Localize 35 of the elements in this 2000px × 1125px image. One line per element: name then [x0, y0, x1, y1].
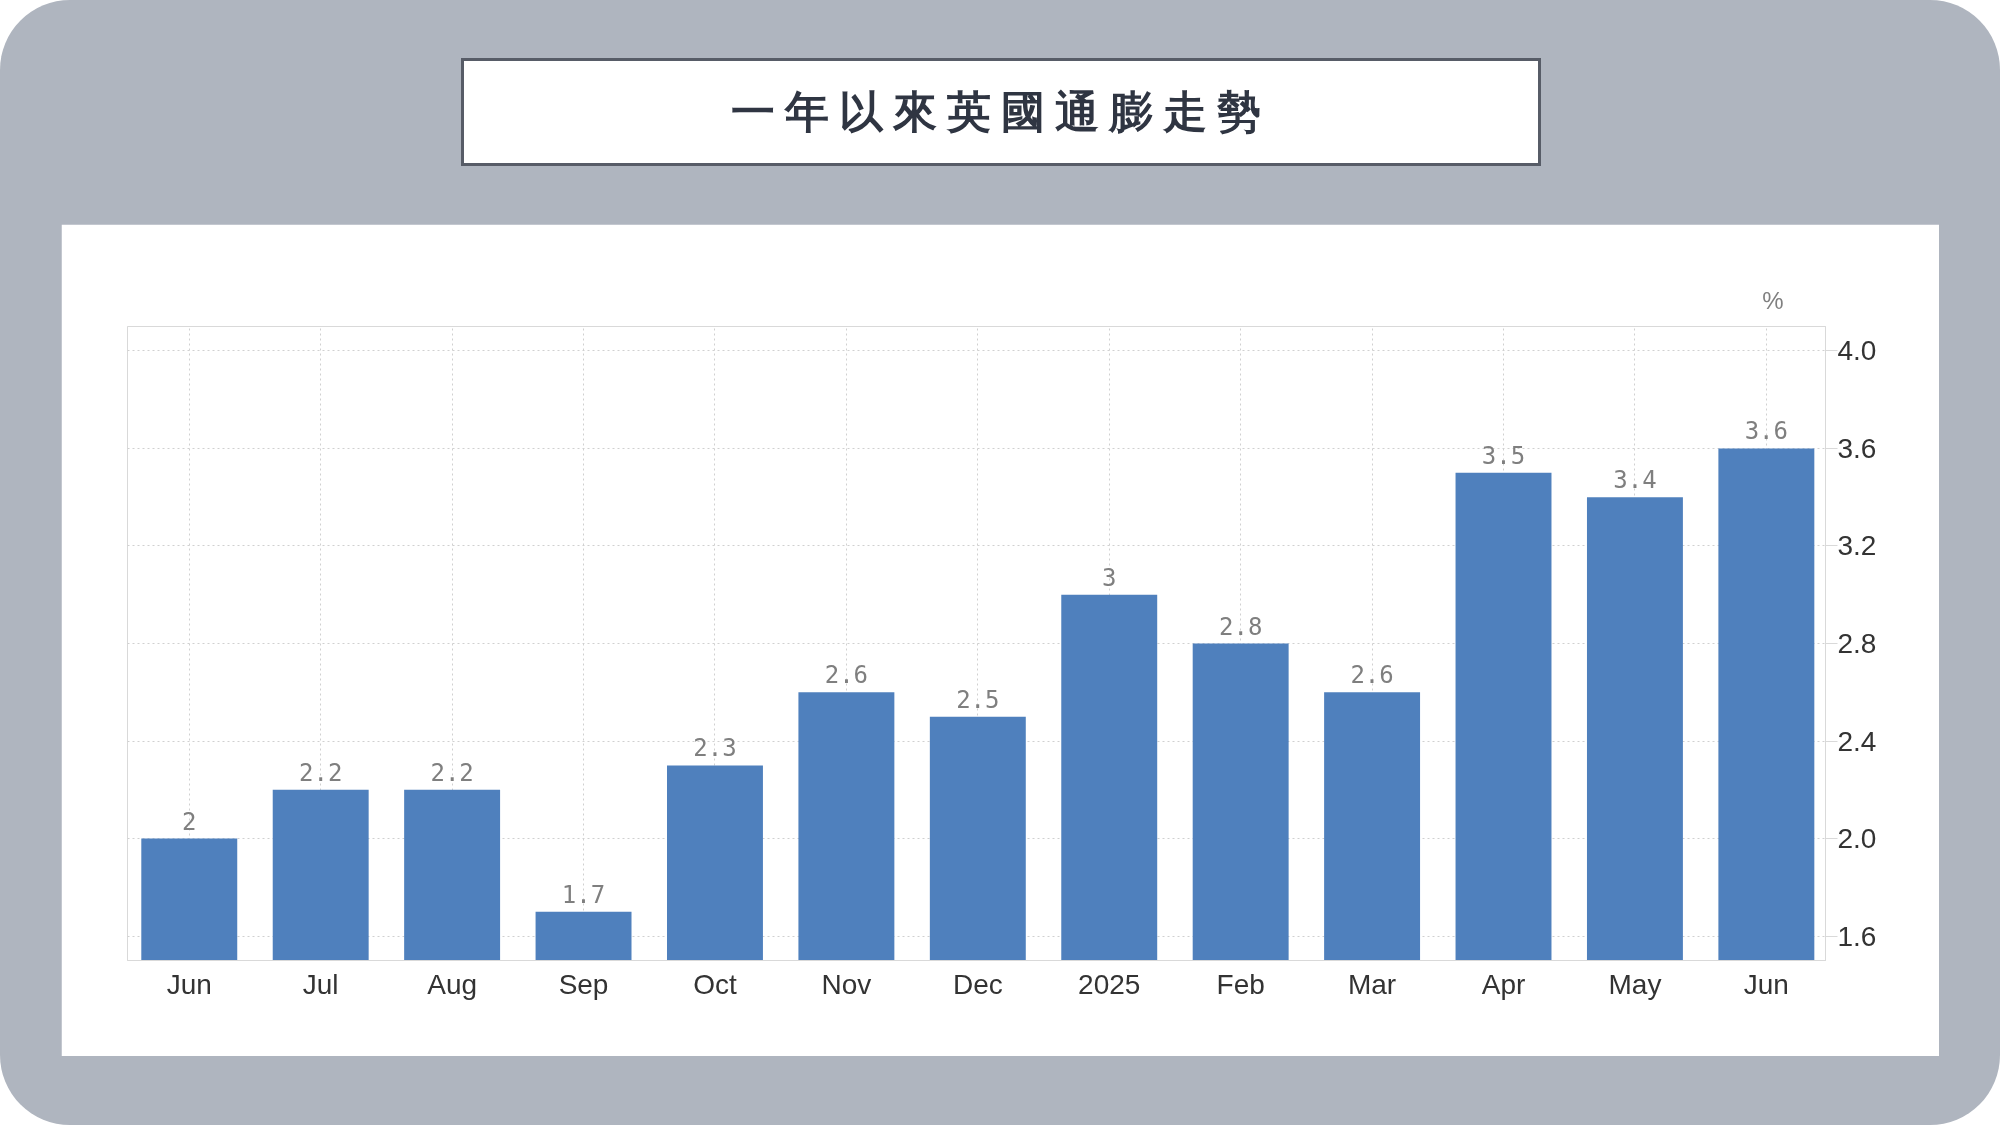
data-label: 2.2: [299, 758, 343, 787]
data-label: 2.3: [693, 734, 737, 763]
x-tick-label: May: [1608, 968, 1662, 1000]
y-tick-label: 3.6: [1837, 432, 1877, 464]
data-label: 3.6: [1744, 417, 1789, 446]
x-tick-label: Aug: [427, 968, 478, 1000]
y-tick-label: 2.4: [1837, 725, 1877, 757]
y-tick-label: 1.6: [1837, 920, 1877, 952]
x-tick-label: Jun: [166, 968, 212, 1000]
y-tick-label: 2.8: [1837, 628, 1877, 659]
data-label: 2.2: [430, 758, 474, 787]
data-label: 2.6: [1350, 661, 1394, 690]
data-label: 2.6: [824, 661, 869, 690]
data-label: 3.5: [1481, 441, 1526, 470]
data-label: 3.4: [1613, 466, 1657, 495]
x-tick-label: Jun: [1743, 968, 1789, 1000]
data-label: 3: [1102, 563, 1117, 592]
x-tick-label: Nov: [821, 968, 872, 1000]
x-tick-label: Dec: [952, 968, 1003, 1000]
y-axis-title: %: [1762, 286, 1784, 314]
x-tick-label: Sep: [558, 968, 609, 1000]
y-tick-label: 3.2: [1837, 530, 1877, 562]
data-label: 2.8: [1218, 612, 1263, 641]
x-tick-label: Mar: [1347, 968, 1397, 1000]
data-label: 2: [182, 807, 197, 836]
x-tick-label: Feb: [1216, 968, 1265, 1000]
x-tick-label: Oct: [693, 968, 737, 1000]
data-label: 1.7: [561, 880, 606, 909]
chart-title: 一年以來英國通膨走勢: [731, 84, 1271, 139]
x-tick-label: Apr: [1481, 968, 1526, 1000]
x-tick-label: 2025: [1078, 968, 1141, 1000]
data-label: 2.5: [956, 685, 1000, 714]
x-tick-label: Jul: [302, 968, 339, 1000]
y-tick-label: 2.0: [1837, 823, 1877, 855]
y-tick-label: 4.0: [1837, 335, 1877, 367]
